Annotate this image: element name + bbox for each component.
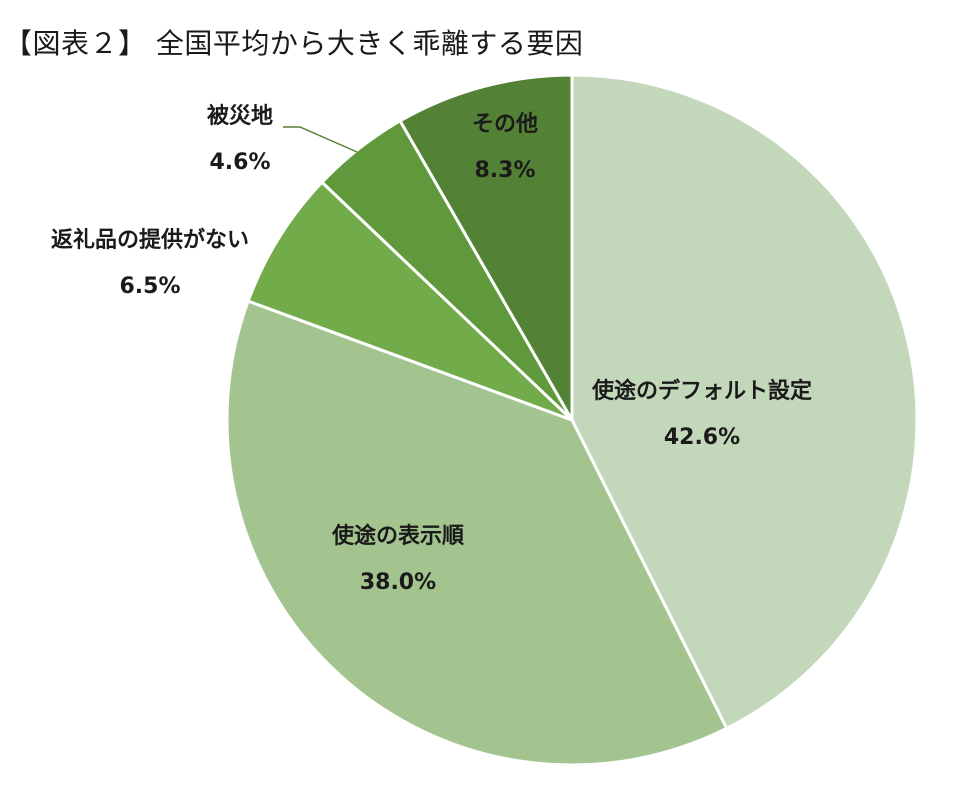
slice-value-label: 6.5% [119,274,180,299]
slice-value-label: 42.6% [664,425,740,450]
leader-line [283,126,358,153]
pie-slice [246,180,574,422]
slice-category-label: その他 [472,112,538,137]
slice-value-label: 4.6% [209,150,270,175]
leader-lines [283,126,358,153]
slice-category-label: 被災地 [207,104,273,129]
pie-slice [570,73,919,730]
chart-title: 【図表２】 全国平均から大きく乖離する要因 [4,27,584,60]
pie-slice [225,299,729,767]
slice-category-label: 使途のデフォルト設定 [591,378,812,404]
slice-value-label: 38.0% [360,570,436,595]
slice-value-label: 8.3% [474,158,535,183]
slice-category-label: 使途の表示順 [331,523,465,549]
slice-labels: 使途のデフォルト設定 42.6% 使途の表示順 38.0% 返礼品の提供がない 6.5% 被… [51,104,812,595]
pie-slices [225,73,919,767]
pie-slice [398,73,574,422]
slice-category-label: 返礼品の提供がない [51,227,249,253]
